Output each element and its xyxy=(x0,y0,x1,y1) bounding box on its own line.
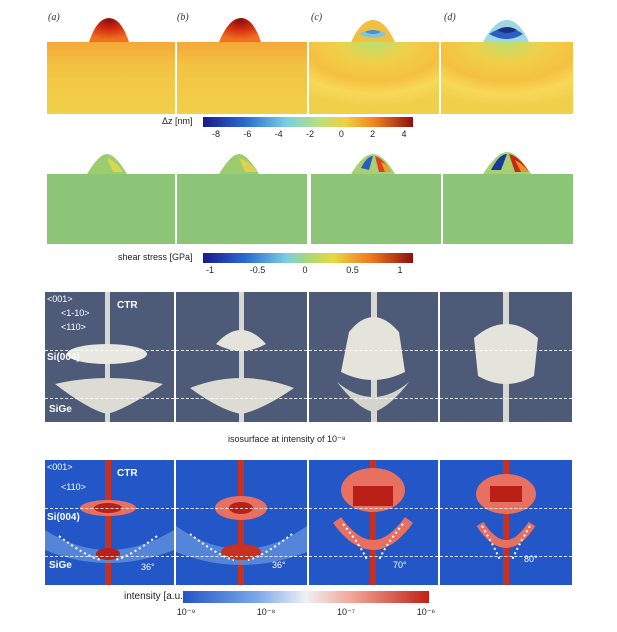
dz-tick-0: -8 xyxy=(211,129,221,139)
intensity-panel-d: 80° xyxy=(440,460,572,585)
shear-maps xyxy=(47,152,573,244)
angle-label-c: 70° xyxy=(393,560,407,570)
angle-label-a: 36° xyxy=(141,562,155,572)
dz-tick-1: -6 xyxy=(243,129,252,139)
dz-tick-6: 4 xyxy=(401,129,407,139)
displacement-colorbar xyxy=(203,117,413,127)
shear-colorbar xyxy=(203,253,413,263)
int-ctr-label: CTR xyxy=(117,468,138,479)
panel-letter-c: (c) xyxy=(311,12,323,23)
panel-letter-a: (a) xyxy=(48,12,60,23)
sige-label: SiGe xyxy=(49,404,72,415)
shear-panel-a xyxy=(47,154,175,244)
intensity-tick-2: 10⁻⁷ xyxy=(336,607,356,617)
intensity-colorbar-label: intensity [a.u.] xyxy=(124,591,186,602)
shear-panel-b xyxy=(177,154,307,244)
intensity-tick-3: 10⁻⁶ xyxy=(416,607,436,617)
iso-panel-d xyxy=(440,292,572,422)
shear-panel-d xyxy=(443,152,573,244)
shear-panel-c xyxy=(311,154,441,244)
int-axis-110-label: <110> xyxy=(61,482,86,492)
iso-panel-c xyxy=(309,292,438,422)
panel-letter-d: (d) xyxy=(444,12,456,23)
si-label: Si(004) xyxy=(47,352,80,363)
shear-tick-0: -1 xyxy=(205,265,215,275)
axis-110-label: <110> xyxy=(61,322,86,332)
intensity-tick-1: 10⁻⁸ xyxy=(256,607,276,617)
dz-tick-5: 2 xyxy=(370,129,376,139)
int-sige-label: SiGe xyxy=(49,560,72,571)
intensity-colorbar xyxy=(183,591,429,603)
displacement-maps xyxy=(47,18,573,114)
iso-panel-b xyxy=(176,292,307,422)
shear-tick-4: 1 xyxy=(397,265,403,275)
displacement-colorbar-label: Δz [nm] xyxy=(162,116,193,126)
int-axis-001-label: <001> xyxy=(47,462,73,472)
shear-tick-3: 0.5 xyxy=(346,265,359,275)
displacement-panel-a xyxy=(47,18,175,114)
displacement-panel-d xyxy=(441,20,573,114)
intensity-panel-a: <001> <110> CTR Si(004) SiGe 36° xyxy=(45,460,174,585)
dz-tick-3: -2 xyxy=(305,129,315,139)
shear-colorbar-label: shear stress [GPa] xyxy=(118,252,193,262)
intensity-panel-c: 70° xyxy=(309,460,438,585)
shear-tick-2: 0 xyxy=(302,265,308,275)
intensity-tick-0: 10⁻⁹ xyxy=(176,607,196,617)
axis-001-label: <001> xyxy=(47,294,73,304)
iso-panel-a: <001> <1-10> <110> CTR Si(004) SiGe xyxy=(45,292,174,422)
shear-tick-1: -0.5 xyxy=(249,265,266,275)
panel-letter-b: (b) xyxy=(177,12,189,23)
isosurface-caption: isosurface at intensity of 10⁻⁸ xyxy=(228,434,346,444)
angle-label-b: 36° xyxy=(272,560,286,570)
ctr-label: CTR xyxy=(117,300,138,311)
displacement-panel-b xyxy=(177,18,307,114)
dz-tick-2: -4 xyxy=(274,129,283,139)
intensity-panel-b: 36° xyxy=(176,460,307,585)
axis-1m10-label: <1-10> xyxy=(61,308,90,318)
dz-tick-4: 0 xyxy=(338,129,344,139)
int-si-label: Si(004) xyxy=(47,512,80,523)
displacement-panel-c xyxy=(309,20,439,114)
angle-label-d: 80° xyxy=(524,554,538,564)
